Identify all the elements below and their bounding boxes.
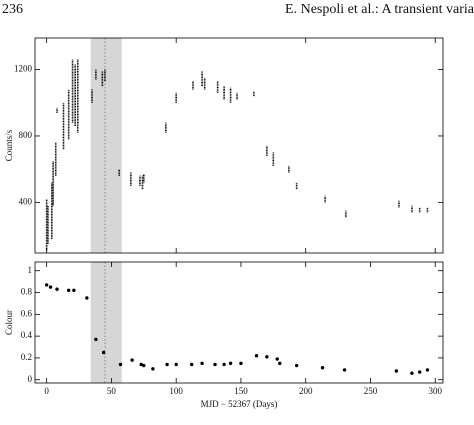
y-tick-label: 800 [19, 130, 33, 140]
colour-point [265, 355, 269, 359]
colour-point [417, 370, 422, 374]
colour-point [278, 361, 282, 366]
x-tick-label: 200 [299, 386, 313, 396]
colour-point [151, 367, 155, 371]
x-tick-label: 0 [44, 386, 49, 396]
colour-point [254, 354, 259, 358]
y-tick-label: 400 [19, 196, 33, 206]
colour-point [320, 366, 325, 370]
colour-point [94, 337, 98, 342]
colour-point [72, 288, 76, 293]
y-tick-label: 0.6 [21, 308, 33, 318]
colour-point [44, 283, 49, 287]
x-tick-label: 150 [234, 386, 248, 396]
y-tick-label: 0.4 [21, 330, 33, 340]
colour-point [66, 288, 71, 293]
x-tick-label: 250 [364, 386, 378, 396]
colour-point [101, 350, 106, 355]
colour-point [228, 361, 233, 366]
y-axis-label: Colour [4, 310, 14, 335]
colour-point [48, 285, 53, 289]
x-tick-label: 50 [107, 386, 117, 396]
colour-point [222, 362, 226, 367]
plot-frame [34, 37, 444, 254]
colour-point [425, 368, 430, 372]
y-tick-label: 0.8 [21, 287, 33, 297]
x-axis-label: MJD − 52367 (Days) [201, 399, 278, 409]
colour-point [130, 358, 134, 362]
colour-point [410, 371, 414, 375]
colour-point [342, 368, 347, 372]
page-number: 236 [2, 2, 23, 17]
plot-frame [34, 261, 444, 384]
colour-point [142, 363, 146, 368]
colour-point [190, 362, 194, 367]
colour-point [55, 287, 59, 291]
colour-point [118, 362, 123, 367]
shaded-interval [90, 38, 122, 253]
colour-point [294, 363, 299, 368]
x-tick-label: 100 [169, 386, 183, 396]
colour-point [165, 362, 169, 367]
shaded-interval [90, 262, 122, 383]
colour-point [275, 357, 279, 361]
colour-point [394, 369, 399, 373]
colour-point [213, 362, 217, 367]
x-tick-label: 300 [428, 386, 442, 396]
colour-point [85, 296, 89, 300]
colour-point [174, 362, 178, 367]
colour-point [139, 362, 143, 367]
running-title: E. Nespoli et al.: A transient varia [285, 2, 474, 17]
y-axis-label: Counts/s [4, 129, 14, 161]
colour-point [200, 361, 204, 366]
y-tick-label: 0.2 [21, 352, 32, 362]
colour-point [239, 361, 243, 366]
y-tick-label: 0 [28, 374, 33, 384]
y-tick-label: 1 [28, 265, 33, 275]
y-tick-label: 1200 [14, 64, 33, 74]
